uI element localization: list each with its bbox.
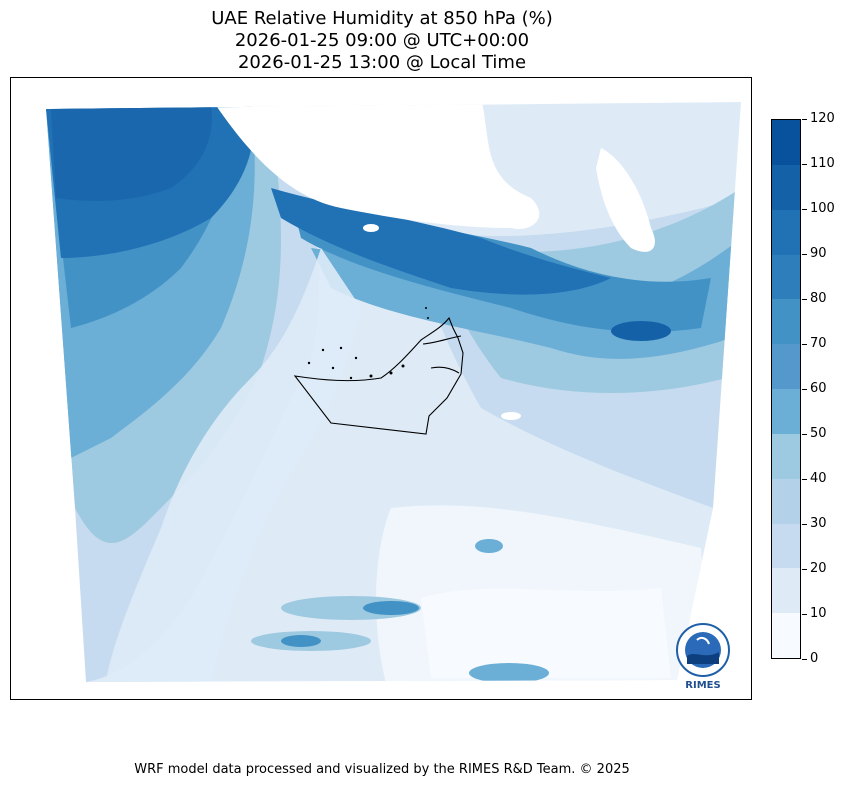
colorbar-tick [802,569,807,570]
uae-border [293,316,464,435]
colorbar-tick [802,389,807,390]
rh-mask-northeast [596,148,655,252]
rh-band-nw-90 [51,106,212,201]
colorbar [771,119,801,659]
colorbar-tick-label: 70 [810,336,827,351]
logo-text: RIMES [685,680,720,690]
colorbar-tick-label: 100 [810,201,835,216]
colorbar-tick [802,164,807,165]
colorbar-segment [772,523,800,569]
rh-patch-south-4 [281,635,321,647]
map-title-line-2: 2026-01-25 09:00 @ UTC+00:00 [234,30,530,51]
colorbar-tick-label: 110 [810,156,835,171]
colorbar-tick-label: 40 [810,471,827,486]
colorbar-segment [772,433,800,479]
colorbar-segment [772,164,800,210]
colorbar-segment [772,478,800,524]
rh-mask-spot-1 [413,103,429,143]
map-title-line-3: 2026-01-25 13:00 @ Local Time [237,52,527,73]
rimes-logo-icon: RIMES [676,623,730,690]
rh-mask-spot-2 [363,224,379,232]
colorbar-segment [772,344,800,389]
rh-band-east-90 [611,321,671,341]
colorbar-tick [802,614,807,615]
rh-patch-south-5 [469,663,549,682]
colorbar-tick [802,659,807,660]
colorbar-tick [802,434,807,435]
colorbar-tick-label: 90 [810,246,827,261]
colorbar-tick-label: 30 [810,516,827,531]
rh-patch-south-6 [475,539,503,553]
colorbar-tick-label: 80 [810,291,827,306]
humidity-map [46,102,741,682]
colorbar-tick [802,209,807,210]
colorbar-segment [772,119,800,165]
footer-credit: WRF model data processed and visualized … [134,762,630,777]
humidity-field [46,102,741,682]
colorbar-tick-label: 10 [810,606,827,621]
rh-band-driest [421,588,671,678]
rh-mask-spot-3 [501,412,521,420]
colorbar-tick [802,119,807,120]
map-title-line-1: UAE Relative Humidity at 850 hPa (%) [211,8,553,29]
rh-mask-north [211,102,540,229]
colorbar-tick-label: 0 [810,651,819,666]
rh-patch-south-2 [363,601,419,615]
colorbar-tick-label: 20 [810,561,827,576]
colorbar-tick [802,479,807,480]
colorbar-segment [772,209,800,255]
colorbar-tick [802,254,807,255]
colorbar-tick-label: 60 [810,381,827,396]
colorbar-segment [772,299,800,345]
map-frame [10,77,752,700]
uae-islands [307,307,429,380]
colorbar-tick-label: 50 [810,426,827,441]
colorbar-tick [802,344,807,345]
colorbar-tick [802,299,807,300]
colorbar-tick-label: 120 [810,111,835,126]
rh-band-central-dry [106,248,361,682]
colorbar-segment [772,568,800,614]
colorbar-segment [772,613,800,658]
colorbar-segment [772,254,800,300]
colorbar-segment [772,388,800,434]
colorbar-tick [802,524,807,525]
rh-band-gulf-80 [271,188,611,295]
